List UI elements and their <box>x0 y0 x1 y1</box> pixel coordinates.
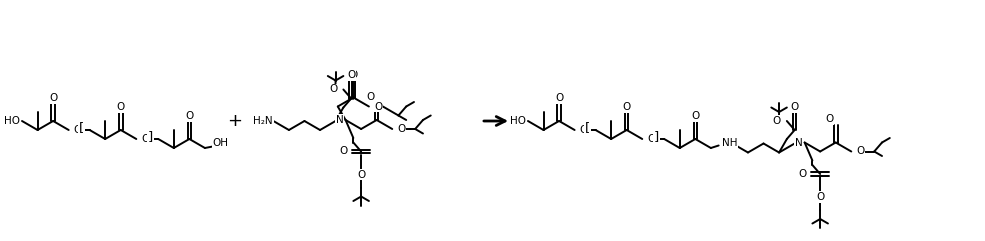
Text: [: [ <box>585 121 590 134</box>
Text: ]: ] <box>654 130 659 143</box>
Text: O: O <box>798 169 806 179</box>
Text: NH: NH <box>722 138 737 147</box>
Text: OH: OH <box>213 139 229 148</box>
Text: O: O <box>579 125 588 135</box>
Text: O: O <box>74 125 82 135</box>
Text: O: O <box>347 71 356 80</box>
Text: HO: HO <box>4 116 20 126</box>
Text: N: N <box>795 138 803 147</box>
Text: O: O <box>647 134 655 144</box>
Text: HO: HO <box>510 116 526 126</box>
Text: O: O <box>623 102 630 112</box>
Text: O: O <box>816 192 824 202</box>
Text: O: O <box>772 116 781 126</box>
Text: O: O <box>856 147 865 156</box>
Text: +: + <box>227 112 242 130</box>
Text: H₂N: H₂N <box>253 116 273 126</box>
Text: O: O <box>141 134 150 144</box>
Text: ]: ] <box>148 130 153 143</box>
Text: O: O <box>366 92 375 102</box>
Text: O: O <box>339 147 347 156</box>
Text: O: O <box>374 101 382 112</box>
Text: O: O <box>329 85 338 94</box>
Text: O: O <box>555 93 563 103</box>
Text: O: O <box>49 93 57 103</box>
Text: O: O <box>791 102 799 112</box>
Text: [: [ <box>79 121 85 134</box>
Text: O: O <box>397 124 406 134</box>
Text: N: N <box>336 115 344 125</box>
Text: O: O <box>350 69 358 80</box>
Text: O: O <box>357 169 365 180</box>
Text: O: O <box>116 102 125 112</box>
Text: O: O <box>825 114 834 125</box>
Text: O: O <box>185 111 193 121</box>
Text: O: O <box>691 111 699 121</box>
